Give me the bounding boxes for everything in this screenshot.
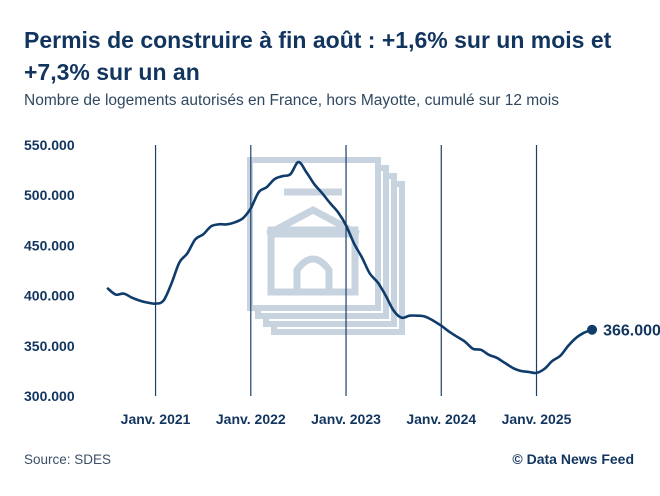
x-axis-ticks: Janv. 2021 Janv. 2022 Janv. 2023 Janv. 2024… xyxy=(121,411,572,427)
y-axis-ticks: 300.000 350.000 400.000 450.000 500.000 550.0… xyxy=(24,137,75,404)
building-roof xyxy=(266,206,360,238)
x-tick-label-2: Janv. 2023 xyxy=(311,411,381,427)
y-tick-label-2: 400.000 xyxy=(24,288,75,304)
y-tick-label-1: 350.000 xyxy=(24,338,75,354)
x-tick-label-4: Janv. 2025 xyxy=(502,411,572,427)
building-door xyxy=(293,255,333,292)
building-body xyxy=(267,226,359,296)
series-line-0 xyxy=(106,160,594,375)
series-layer: 366.000 xyxy=(106,160,660,375)
vertical-gridlines xyxy=(154,145,538,396)
y-tick-label-0: 300.000 xyxy=(24,388,75,404)
series-end-point xyxy=(587,324,598,335)
x-tick-label-0: Janv. 2021 xyxy=(121,411,191,427)
chart-title: Permis de construire à fin août : +1,6% … xyxy=(24,27,612,85)
credit-note: © Data News Feed xyxy=(512,451,634,467)
building-permit-watermark-icon xyxy=(247,157,405,335)
series-end-label: 366.000 xyxy=(603,323,660,340)
y-tick-label-3: 450.000 xyxy=(24,237,75,253)
source-note: Source: SDES xyxy=(24,452,112,467)
chart-subtitle: Nombre de logements autorisés en France,… xyxy=(24,92,559,109)
y-tick-label-4: 500.000 xyxy=(24,187,75,203)
y-tick-label-5: 550.000 xyxy=(24,137,75,153)
x-tick-label-3: Janv. 2024 xyxy=(406,411,476,427)
x-tick-label-1: Janv. 2022 xyxy=(216,411,286,427)
